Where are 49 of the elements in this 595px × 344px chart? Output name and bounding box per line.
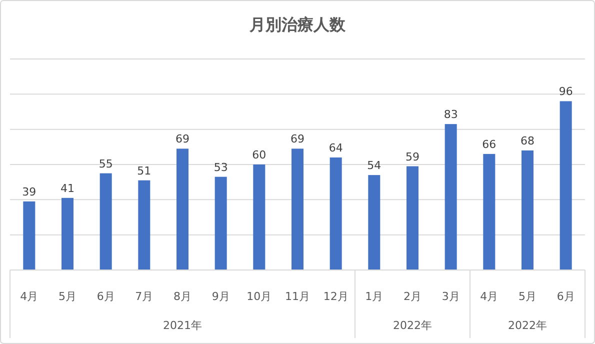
- x-tick-label: 11月: [285, 290, 310, 303]
- x-tick-label: 3月: [442, 290, 460, 303]
- bar: [214, 176, 227, 270]
- x-tick-label: 4月: [20, 290, 38, 303]
- data-label: 54: [367, 159, 382, 172]
- data-label: 66: [482, 138, 496, 151]
- x-tick-label: 4月: [480, 290, 498, 303]
- bar: [483, 154, 496, 270]
- bar: [444, 124, 457, 270]
- bar: [138, 180, 150, 270]
- bar: [368, 175, 380, 270]
- text: 2022年: [508, 319, 547, 332]
- data-label: 41: [60, 182, 74, 195]
- data-label: 83: [444, 108, 458, 122]
- chart-title: 月別治療人数: [248, 15, 346, 34]
- x-tick-label: 5月: [58, 290, 76, 303]
- data-label: 59: [406, 150, 420, 164]
- data-label: 55: [98, 157, 113, 170]
- data-label: 60: [252, 148, 266, 162]
- data-label: 51: [137, 164, 152, 178]
- text: 2022年: [393, 319, 432, 332]
- bar: [100, 173, 112, 270]
- bar: [253, 164, 266, 270]
- data-label: 96: [558, 85, 573, 98]
- x-tick-label: 9月: [212, 290, 230, 303]
- x-tick-label: 6月: [96, 290, 115, 303]
- data-label: 69: [176, 132, 190, 146]
- bar: [522, 150, 534, 270]
- x-tick-label: 12月: [323, 290, 348, 303]
- data-label: 39: [22, 185, 36, 198]
- bar: [406, 166, 418, 270]
- data-label: 69: [290, 132, 304, 146]
- x-tick-label: 10月: [246, 290, 272, 303]
- data-label: 53: [214, 160, 228, 174]
- bar: [292, 148, 304, 270]
- data-label: 64: [328, 141, 343, 154]
- x-tick-label: 6月: [556, 290, 575, 303]
- x-tick-label: 5月: [518, 290, 536, 303]
- bar: [23, 201, 36, 270]
- bar: [176, 148, 188, 270]
- x-tick-label: 8月: [174, 290, 192, 303]
- bar: [62, 198, 74, 270]
- bar: [330, 157, 342, 270]
- x-tick-label: 2月: [404, 290, 422, 303]
- data-label: 68: [520, 134, 534, 148]
- x-tick-label: 1月: [365, 290, 384, 303]
- text: 2021年: [163, 319, 202, 332]
- bar: [560, 101, 572, 270]
- x-tick-label: 7月: [135, 290, 154, 303]
